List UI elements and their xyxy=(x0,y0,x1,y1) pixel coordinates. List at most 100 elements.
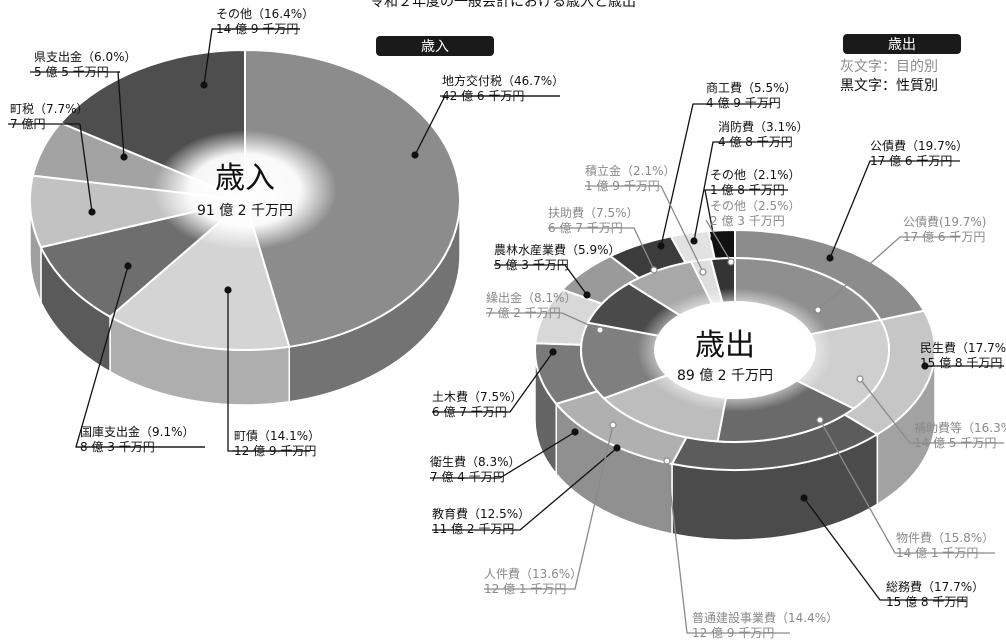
revenue-center-glow xyxy=(153,130,337,250)
expenditure-inner-1-amount: 14 億 5 千万円 xyxy=(914,436,996,450)
expenditure-outer-3-label: 教育費（12.5%） xyxy=(432,506,530,521)
revenue-center-total: 91 億 2 千万円 xyxy=(197,203,293,219)
revenue-slice-3-dot xyxy=(88,208,96,216)
expenditure-inner-0-leader xyxy=(817,236,960,311)
expenditure-inner-7-label: 積立金（2.1%） xyxy=(585,163,676,178)
expenditure-outer-8-leader xyxy=(693,141,790,242)
expenditure-outer-9-amount: 1 億 8 千万円 xyxy=(710,183,785,197)
expenditure-outer-8-amount: 4 億 8 千万円 xyxy=(718,135,793,149)
expenditure-outer-0-amount: 17 億 6 千万円 xyxy=(870,154,952,168)
revenue-slice-5-amount: 14 億 9 千万円 xyxy=(216,22,298,36)
expenditure-outer-4-label: 衛生費（8.3%） xyxy=(430,454,521,469)
revenue-slice-4-label: 県支出金（6.0%） xyxy=(34,49,137,64)
expenditure-inner-3-leader xyxy=(666,460,790,634)
expenditure-inner-0-label: 公債費(19.7%) xyxy=(903,214,987,229)
expenditure-inner-2-dot xyxy=(816,416,824,424)
expenditure-inner-0-dot xyxy=(814,306,822,314)
expenditure-inner-6-label: 扶助費（7.5%） xyxy=(548,205,639,220)
expenditure-inner-7-amount: 1 億 9 千万円 xyxy=(585,179,660,193)
expenditure-inner-4-leader xyxy=(484,424,614,590)
expenditure-inner-4-label: 人件費（13.6%） xyxy=(484,566,582,581)
revenue-slice-0 xyxy=(244,48,461,348)
revenue-slice-5-label: その他（16.4%） xyxy=(216,7,314,21)
revenue-slice-1-label: 町債（14.1%） xyxy=(234,428,320,443)
legend-gray: 灰文字：目的別 xyxy=(840,59,938,75)
expenditure-inner-5-dot xyxy=(596,326,604,334)
expenditure-outer-0-leader xyxy=(829,160,960,259)
expenditure-outer-6-label: 農林水産業費（5.9%） xyxy=(494,242,621,257)
expenditure-outer-4-amount: 7 億 4 千万円 xyxy=(430,470,505,484)
revenue-chart: 歳入 91 億 2 千万円 地方交付税（46.7%）42 億 6 千万円町債（14.… xyxy=(8,7,564,458)
revenue-tag-label: 歳入 xyxy=(421,39,449,55)
expenditure-inner-7-dot xyxy=(699,268,707,276)
expenditure-outer-9-label: その他（2.1%） xyxy=(710,168,801,182)
expenditure-inner-8-label: その他（2.5%） xyxy=(710,199,801,213)
expenditure-tag: 歳出 xyxy=(843,34,961,54)
expenditure-inner-3-label: 普通建設事業費（14.4%） xyxy=(692,610,838,625)
revenue-tag: 歳入 xyxy=(376,36,494,56)
expenditure-tag-label: 歳出 xyxy=(888,37,916,53)
expenditure-inner-3-amount: 12 億 9 千万円 xyxy=(692,626,774,640)
expenditure-inner-4-amount: 12 億 1 千万円 xyxy=(484,582,566,596)
expenditure-outer-6-leader xyxy=(494,264,588,296)
expenditure-outer-3-amount: 11 億 2 千万円 xyxy=(432,522,514,536)
expenditure-outer-4-leader xyxy=(430,431,576,479)
revenue-slice-2-label: 国庫支出金（9.1%） xyxy=(80,424,195,439)
expenditure-outer-2-label: 総務費（17.7%） xyxy=(886,579,984,594)
expenditure-inner-8-leader xyxy=(705,219,732,263)
legend-black: 黒文字：性質別 xyxy=(840,78,938,94)
revenue-slice-3-amount: 7 億円 xyxy=(10,117,45,131)
expenditure-outer-2-leader xyxy=(803,497,966,601)
expenditure-inner-0-amount: 17 億 6 千万円 xyxy=(903,230,985,244)
revenue-slice-4-dot xyxy=(120,153,128,161)
expenditure-inner-1-dot xyxy=(856,375,864,383)
expenditure-outer-8-label: 消防費（3.1%） xyxy=(718,119,809,134)
expenditure-inner-1-label: 補助費等（16.3%） xyxy=(914,420,1006,435)
expenditure-inner-2-leader xyxy=(819,419,995,554)
expenditure-outer-1-amount: 15 億 8 千万円 xyxy=(920,356,1002,370)
expenditure-inner-8-amount: 2 億 3 千万円 xyxy=(710,214,785,228)
expenditure-inner-4-dot xyxy=(609,421,617,429)
expenditure-center-title: 歳出 xyxy=(695,328,755,363)
expenditure-inner-5-label: 繰出金（8.1%） xyxy=(486,290,577,305)
expenditure-inner-6-dot xyxy=(650,266,658,274)
revenue-slice-4-amount: 5 億 5 千万円 xyxy=(34,65,109,79)
expenditure-inner-8-dot xyxy=(727,258,735,266)
expenditure-outer-0-dot xyxy=(826,254,834,262)
expenditure-outer-3-leader xyxy=(432,447,618,531)
expenditure-inner-5-leader xyxy=(486,312,601,331)
expenditure-outer-0-label: 公債費（19.7%） xyxy=(870,138,968,153)
revenue-slice-3-leader xyxy=(79,123,93,213)
expenditure-inner-3-dot xyxy=(663,457,671,465)
expenditure-inner-1-leader xyxy=(859,378,1004,444)
expenditure-outer-7-dot xyxy=(657,242,665,250)
revenue-slice-1-amount: 12 億 9 千万円 xyxy=(234,444,316,458)
revenue-center-title: 歳入 xyxy=(215,161,275,196)
expenditure-inner-6-leader xyxy=(548,227,655,271)
expenditure-inner-7-leader xyxy=(585,185,704,273)
expenditure-outer-9-leader xyxy=(704,189,788,239)
revenue-slice-3-label: 町税（7.7%） xyxy=(10,102,89,116)
expenditure-outer-5-amount: 6 億 7 千万円 xyxy=(432,405,507,419)
expenditure-outer-1-label: 民生費（17.7%） xyxy=(920,340,1006,355)
revenue-slice-0-label: 地方交付税（46.7%） xyxy=(442,73,564,88)
expenditure-outer-4-dot xyxy=(571,428,579,436)
page-title: 令和２年度の一般会計における歳入と歳出 xyxy=(370,0,636,10)
expenditure-outer-2-dot xyxy=(800,494,808,502)
expenditure-outer-7-label: 商工費（5.5%） xyxy=(706,80,797,95)
expenditure-outer-5-leader xyxy=(432,351,554,413)
expenditure-outer-2-amount: 15 億 8 千万円 xyxy=(886,595,968,609)
expenditure-center-total: 89 億 2 千万円 xyxy=(677,368,773,384)
revenue-slice-0-dot xyxy=(411,151,419,159)
expenditure-outer-6-amount: 5 億 3 千万円 xyxy=(494,258,569,272)
expenditure-inner-2-label: 物件費（15.8%） xyxy=(896,530,994,545)
revenue-slice-5-dot xyxy=(200,81,208,89)
revenue-slice-0-amount: 42 億 6 千万円 xyxy=(442,89,524,103)
expenditure-inner-2-amount: 14 億 1 千万円 xyxy=(896,546,978,560)
revenue-slice-2-amount: 8 億 3 千万円 xyxy=(80,440,155,454)
revenue-slice-2-dot xyxy=(124,262,132,270)
expenditure-outer-6-dot xyxy=(583,291,591,299)
revenue-slice-3 xyxy=(29,174,246,249)
revenue-slice-1-dot xyxy=(224,286,232,294)
